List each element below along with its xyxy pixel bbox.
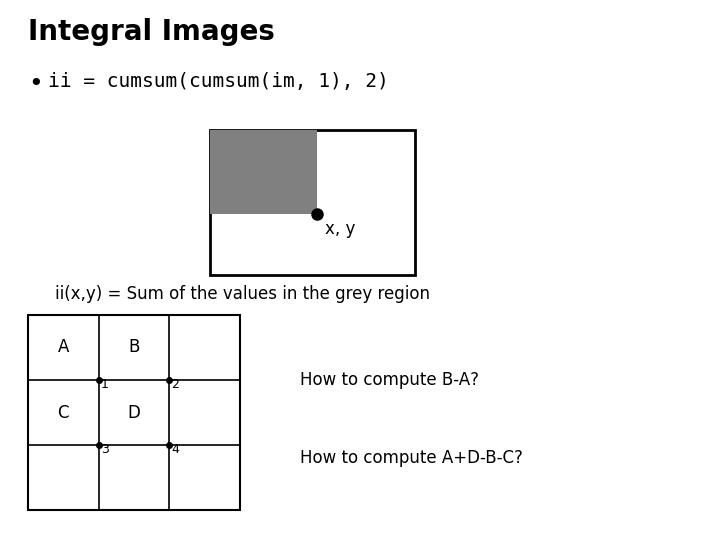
Text: 4: 4 — [171, 443, 179, 456]
Bar — [210, 130, 415, 275]
Bar — [28, 315, 240, 510]
Text: Integral Images: Integral Images — [28, 18, 275, 46]
Text: ii(x,y) = Sum of the values in the grey region: ii(x,y) = Sum of the values in the grey … — [55, 285, 430, 303]
Text: 2: 2 — [171, 378, 179, 391]
Text: x, y: x, y — [325, 220, 355, 238]
Text: D: D — [127, 403, 140, 422]
Text: •: • — [28, 72, 42, 96]
Text: C: C — [58, 403, 69, 422]
Text: How to compute A+D-B-C?: How to compute A+D-B-C? — [300, 449, 523, 467]
Text: How to compute B-A?: How to compute B-A? — [300, 371, 479, 389]
Text: 1: 1 — [101, 378, 109, 391]
Text: ii = cumsum(cumsum(im, 1), 2): ii = cumsum(cumsum(im, 1), 2) — [48, 72, 389, 91]
Text: A: A — [58, 339, 69, 356]
Bar — [210, 130, 317, 214]
Text: 3: 3 — [101, 443, 109, 456]
Text: B: B — [128, 339, 140, 356]
